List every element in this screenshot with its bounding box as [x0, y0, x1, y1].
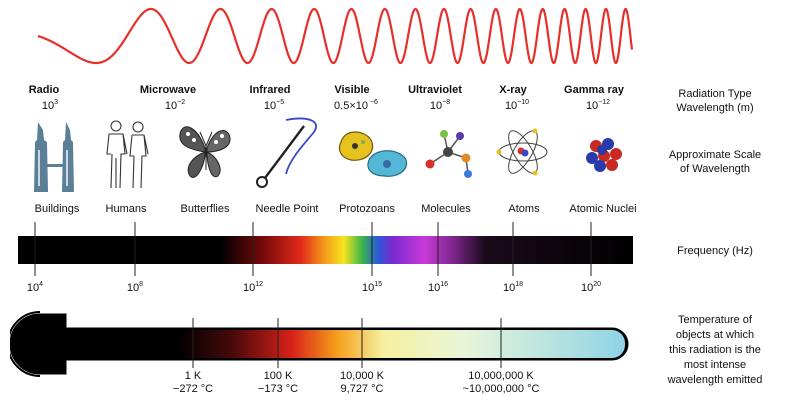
buildings-icon [34, 122, 74, 192]
scale-object-protozoans: Protozoans [339, 203, 395, 215]
wavelength-gamma-ray: 10−12 [585, 99, 611, 112]
radiation-name-xray: X-ray [499, 84, 527, 96]
atom-icon [496, 128, 548, 176]
frequency-tick-1: 104 [26, 281, 44, 294]
wavelength-xray: 10−10 [504, 99, 530, 112]
humans-icon [106, 120, 149, 189]
radiation-name-microwave: Microwave [139, 84, 197, 96]
nucleus-icon [586, 138, 622, 172]
temperature-tick-2: 100 K −173 °C [257, 370, 299, 395]
radiation-name-radio: Radio [28, 84, 60, 96]
scale-object-needle-point: Needle Point [255, 203, 319, 215]
radiation-name-infrared: Infrared [249, 84, 291, 96]
frequency-tick-4: 1015 [361, 281, 383, 294]
radiation-name-ultraviolet: Ultraviolet [408, 84, 462, 96]
wave-line [37, 7, 634, 65]
thermometer-gradient [50, 330, 625, 358]
wavelength-microwave: 10−2 [164, 99, 186, 112]
frequency-tick-2: 108 [126, 281, 144, 294]
scale-object-molecules: Molecules [421, 203, 471, 215]
molecule-icon [425, 130, 472, 178]
radiation-type-label: Radiation Type Wavelength (m) [676, 88, 754, 114]
frequency-label: Frequency (Hz) [677, 245, 753, 257]
frequency-tick-7: 1020 [580, 281, 602, 294]
frequency-tick-3: 1012 [242, 281, 264, 294]
wavelength-radio: 103 [41, 99, 59, 112]
thermometer [10, 311, 629, 377]
wavelength-ultraviolet: 10−8 [429, 99, 451, 112]
scale-label: Approximate Scale of Wavelength [668, 149, 762, 175]
scale-object-atoms: Atoms [508, 203, 540, 215]
needle-icon [256, 117, 317, 188]
frequency-bar [18, 222, 633, 276]
scale-object-butterflies: Butterflies [180, 203, 230, 215]
frequency-tick-5: 1016 [427, 281, 449, 294]
temperature-tick-1: 1 K −272 °C [172, 370, 214, 395]
wavelength-visible: 0.5×10 −6 [334, 99, 378, 112]
spectrum-gradient [18, 236, 633, 264]
temperature-tick-4: 10,000,000 K ~10,000,000 °C [462, 370, 540, 395]
temperature-label: Temperature of objects at which this radia… [667, 314, 763, 386]
radiation-name-gamma-ray: Gamma ray [564, 84, 624, 96]
wavelength-infrared: 10−5 [263, 99, 285, 112]
butterfly-icon [179, 126, 231, 178]
thermometer-bulb [12, 316, 68, 372]
frequency-tick-6: 1018 [502, 281, 524, 294]
protozoans-icon [338, 131, 408, 177]
scale-object-humans: Humans [105, 203, 147, 215]
wave-diagram [37, 7, 634, 65]
temperature-tick-3: 10,000 K 9,727 °C [339, 370, 385, 395]
scale-object-buildings: Buildings [34, 203, 80, 215]
scale-object-atomic-nuclei: Atomic Nuclei [569, 203, 637, 215]
radiation-name-visible: Visible [334, 84, 370, 96]
